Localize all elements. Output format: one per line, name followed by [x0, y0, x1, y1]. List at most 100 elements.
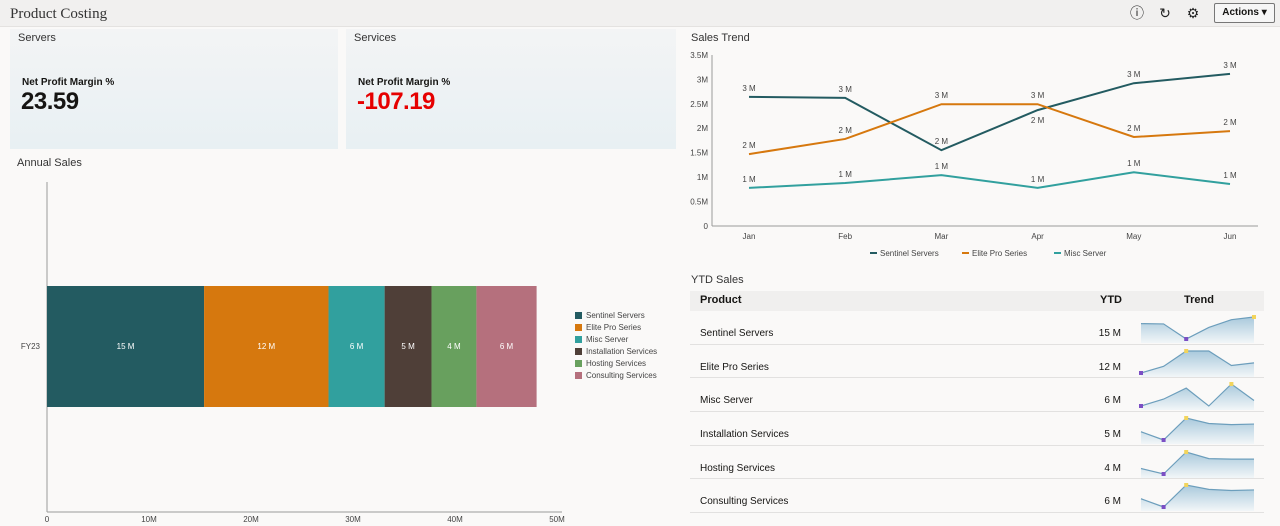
- x-tick-label: Mar: [935, 232, 949, 241]
- sparkline-area: [1141, 317, 1254, 343]
- x-tick-label: Apr: [1031, 232, 1044, 241]
- legend-label: Sentinel Servers: [586, 311, 645, 320]
- trend-sparkline: [1140, 483, 1255, 512]
- sparkline-area: [1141, 451, 1254, 478]
- y-tick-label: 1M: [697, 173, 708, 182]
- product-name: Installation Services: [700, 429, 789, 441]
- bar-segment: [384, 286, 432, 407]
- low-point-marker: [1161, 505, 1166, 510]
- product-name: Consulting Services: [700, 496, 789, 508]
- x-tick-label: Jun: [1224, 232, 1237, 241]
- info-icon[interactable]: ⓘ: [1130, 5, 1144, 21]
- sparkline-area: [1141, 418, 1254, 445]
- col-trend: Trend: [1184, 294, 1214, 306]
- sparkline-line: [1140, 383, 1255, 408]
- data-label: 2 M: [742, 141, 756, 150]
- data-label: 2 M: [1223, 118, 1237, 127]
- table-row[interactable]: Elite Pro Series 12 M: [690, 345, 1264, 379]
- ytd-value: 15 M: [1098, 328, 1121, 339]
- actions-button[interactable]: Actions ▾: [1214, 3, 1275, 23]
- data-label: 1 M: [1031, 175, 1045, 184]
- table-row[interactable]: Misc Server 6 M: [690, 378, 1264, 413]
- gear-icon[interactable]: ⚙: [1186, 5, 1200, 21]
- data-label: 2 M: [1031, 116, 1045, 125]
- data-label: 3 M: [839, 85, 853, 94]
- sparkline-line: [1140, 316, 1255, 340]
- high-point-marker: [1184, 416, 1189, 421]
- sparkline-line: [1140, 484, 1255, 509]
- data-label: 12 M: [257, 342, 275, 351]
- ytd-value: 6 M: [1104, 496, 1121, 508]
- high-point-marker: [1184, 483, 1189, 488]
- ytd-value: 6 M: [1104, 395, 1121, 407]
- data-label: 1 M: [1223, 171, 1237, 180]
- sparkline-line: [1140, 350, 1255, 374]
- y-tick-label: 0.5M: [690, 198, 708, 207]
- card-title: Servers: [18, 32, 56, 44]
- bar-segment: [328, 286, 385, 407]
- legend-label: Consulting Services: [586, 371, 657, 380]
- product-name: Sentinel Servers: [700, 328, 774, 339]
- product-name: Hosting Services: [700, 462, 776, 474]
- low-point-marker: [1139, 404, 1143, 409]
- col-product[interactable]: Product: [700, 294, 742, 306]
- x-tick-label: May: [1126, 232, 1141, 241]
- data-label: 3 M: [1127, 70, 1141, 79]
- refresh-icon[interactable]: ↻: [1159, 5, 1171, 21]
- x-tick-label: 30M: [345, 515, 361, 524]
- x-tick-label: Jan: [743, 232, 756, 241]
- x-tick-label: 20M: [243, 515, 259, 524]
- legend-label: Sentinel Servers: [880, 249, 939, 258]
- data-label: 1 M: [839, 170, 853, 179]
- x-tick-label: 0: [45, 515, 50, 524]
- ytd-sales-title: YTD Sales: [691, 274, 744, 286]
- card-title: Services: [354, 32, 397, 44]
- ytd-value: 5 M: [1104, 429, 1121, 441]
- high-point-marker: [1252, 315, 1256, 319]
- x-tick-label: Feb: [838, 232, 852, 241]
- legend-swatch: [575, 324, 582, 331]
- high-point-marker: [1184, 449, 1189, 454]
- sparkline-area: [1141, 384, 1254, 411]
- data-label: 1 M: [935, 162, 949, 171]
- bar-segment: [431, 286, 477, 407]
- table-row[interactable]: Consulting Services 6 M: [690, 479, 1264, 514]
- sparkline-line: [1140, 417, 1255, 441]
- table-header: Product YTD Trend: [690, 291, 1264, 311]
- sales-trend-title: Sales Trend: [691, 32, 750, 44]
- x-tick-label: 50M: [549, 515, 565, 524]
- product-name: Elite Pro Series: [700, 361, 769, 373]
- bar-segment: [476, 286, 537, 407]
- high-point-marker: [1229, 382, 1234, 387]
- y-tick-label: 2.5M: [690, 100, 708, 109]
- data-label: 6 M: [500, 342, 514, 351]
- x-tick-label: 40M: [447, 515, 463, 524]
- series-line: [748, 72, 1231, 152]
- data-label: 3 M: [1031, 91, 1045, 100]
- table-row[interactable]: Sentinel Servers 15 M: [690, 311, 1264, 345]
- data-label: 4 M: [447, 342, 461, 351]
- legend-label: Misc Server: [586, 335, 629, 344]
- legend-label: Hosting Services: [586, 359, 646, 368]
- legend-swatch: [575, 312, 582, 319]
- header-bar: Product Costing ⓘ ↻ ⚙ Actions ▾: [0, 0, 1280, 27]
- ytd-value: 12 M: [1098, 361, 1121, 373]
- trend-sparkline: [1139, 348, 1255, 377]
- col-ytd[interactable]: YTD: [1100, 294, 1122, 306]
- sales-trend-chart: 0 0.5M 1M 1.5M 2M 2.5M 3M 3.5M Jan Feb Mar Apr May Ju…: [690, 51, 1258, 258]
- data-label: 15 M: [117, 342, 135, 351]
- series-line: [748, 103, 1231, 156]
- table-row[interactable]: Installation Services 5 M: [690, 412, 1264, 446]
- sparkline-area: [1141, 350, 1254, 377]
- table-row[interactable]: Hosting Services 4 M: [690, 446, 1264, 480]
- legend-label: Elite Pro Series: [586, 323, 641, 332]
- sparkline-line: [1140, 451, 1254, 475]
- y-tick-label: 1.5M: [690, 149, 708, 158]
- trend-sparkline: [1139, 382, 1255, 411]
- trend-sparkline: [1140, 315, 1256, 343]
- servers-card: Servers Net Profit Margin % 23.59: [10, 29, 338, 149]
- data-label: 1 M: [1127, 159, 1141, 168]
- legend-swatch: [575, 348, 582, 355]
- data-label: 6 M: [350, 342, 364, 351]
- data-label: 3 M: [935, 91, 949, 100]
